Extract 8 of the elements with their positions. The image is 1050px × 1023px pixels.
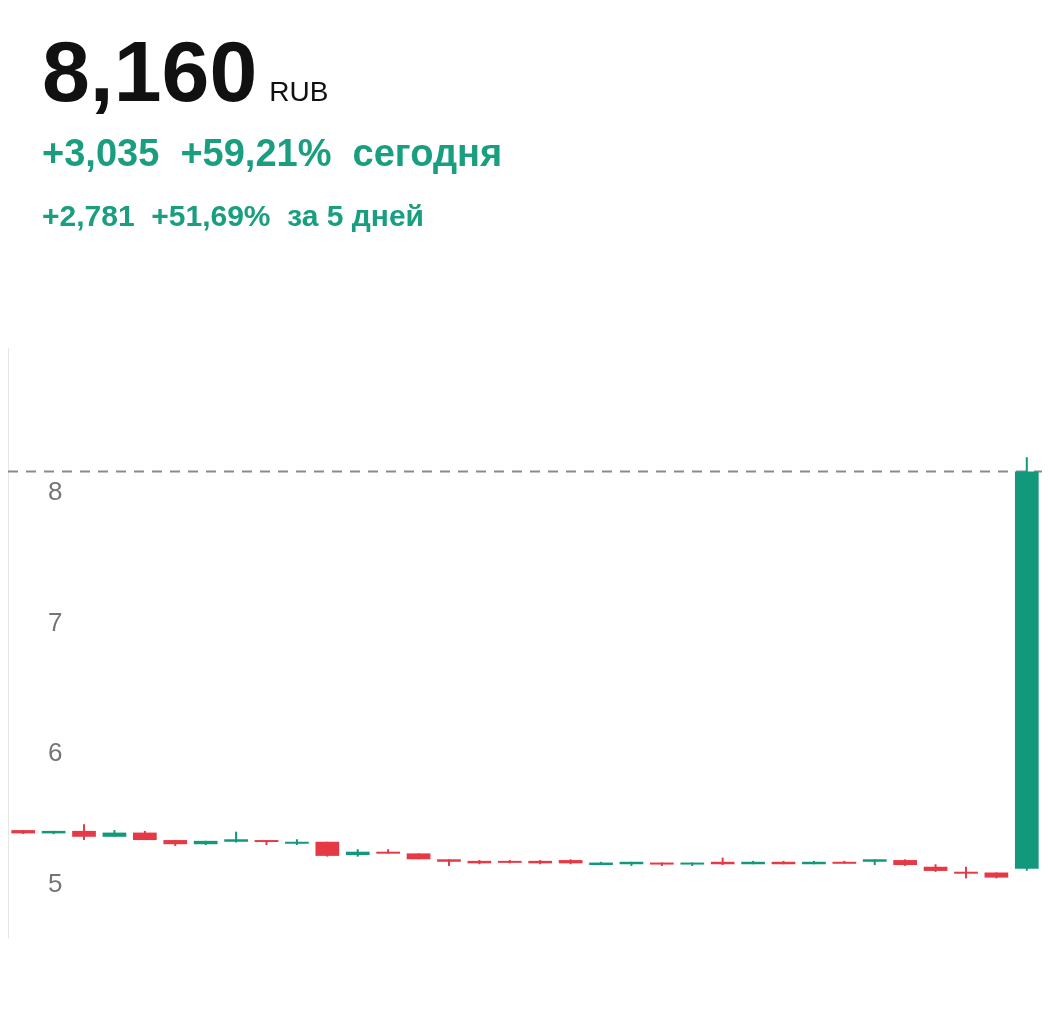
text: +3,035 +59,21% сегодня [42, 132, 504, 175]
y-tick-label: 8 [48, 475, 63, 506]
y-tick-label: 5 [48, 868, 63, 899]
chart-subtitle: RUB [269, 76, 329, 108]
chart-title: 8,160 [42, 23, 258, 119]
y-tick-label: 7 [48, 606, 63, 637]
text: +2,781 +51,69% за 5 дней [42, 199, 426, 233]
y-tick-label: 6 [48, 737, 63, 768]
